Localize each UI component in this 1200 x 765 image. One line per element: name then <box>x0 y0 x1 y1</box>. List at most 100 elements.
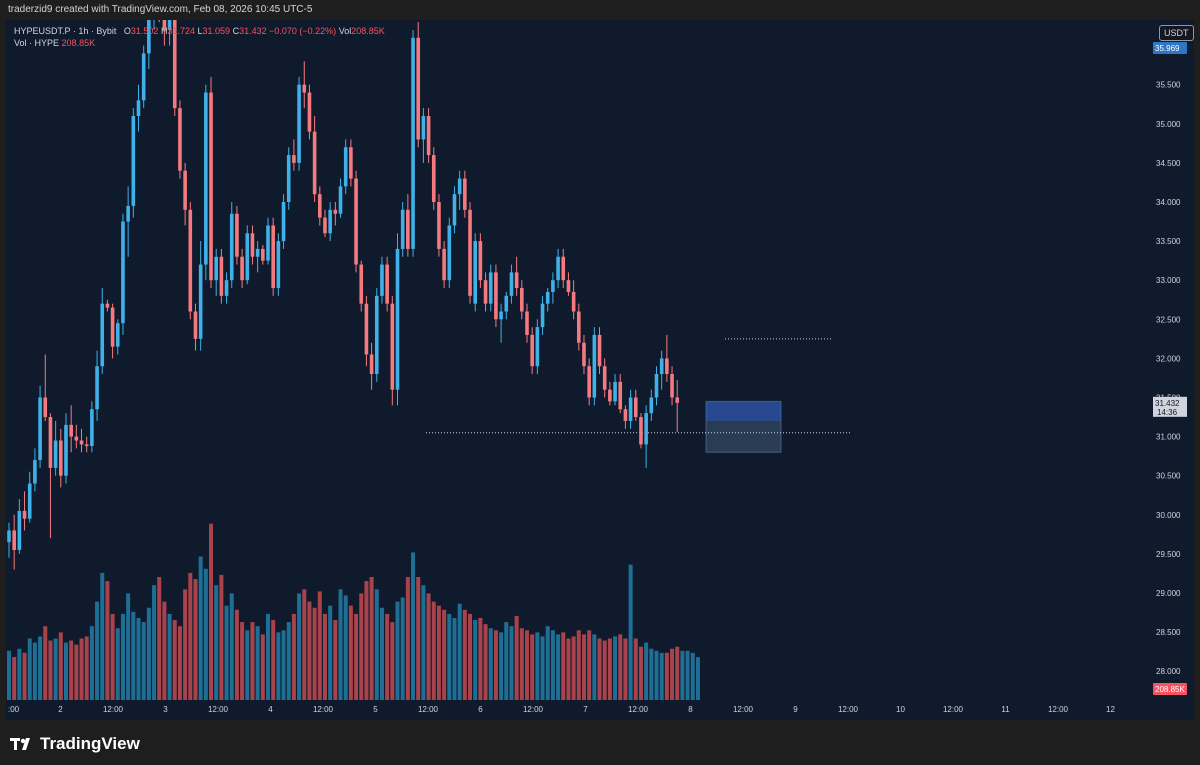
volume-bar <box>452 618 457 700</box>
candle-body <box>250 233 255 257</box>
currency-button[interactable]: USDT <box>1159 25 1194 41</box>
volume-bar <box>136 618 141 700</box>
candle-body <box>59 440 63 476</box>
volume-bar <box>260 634 265 700</box>
time-tick-label: 10 <box>896 705 905 714</box>
candle-body <box>318 194 322 218</box>
candle-body <box>416 37 421 140</box>
candle-body <box>364 303 369 355</box>
candle-body <box>338 186 343 214</box>
candle-body <box>411 37 415 249</box>
volume-bar <box>229 593 234 700</box>
volume-bar <box>473 620 478 700</box>
candle-body <box>649 397 654 414</box>
candle-body <box>442 248 446 281</box>
symbol-label[interactable]: HYPEUSDT.P · 1h · Bybit <box>14 26 117 36</box>
candle-body <box>266 225 270 261</box>
volume-bar <box>105 581 110 700</box>
candle-body <box>556 256 560 281</box>
candle-body <box>193 311 198 339</box>
candle-body <box>229 213 234 281</box>
high-label: H <box>160 26 168 36</box>
volume-bar <box>638 646 643 700</box>
open-label: O <box>123 26 131 36</box>
volume-bar <box>141 622 146 700</box>
volume-bar <box>183 589 188 700</box>
last-price-marker: 31.432 <box>1155 399 1180 408</box>
position-zone-profit <box>706 401 781 421</box>
chart-pane[interactable]: 35.500 35.000 34.500 34.000 33.500 33.000 32.5… <box>6 20 1194 720</box>
time-tick-label: 12:00 <box>103 705 124 714</box>
candle-body <box>623 409 628 421</box>
footer-bar <box>0 720 1200 765</box>
price-tick-label: 30.000 <box>1156 511 1181 520</box>
candle-body <box>478 241 483 281</box>
candle-body <box>561 256 566 281</box>
legend-row-main: HYPEUSDT.P · 1h · Bybit O31.502 H31.724 … <box>14 25 385 37</box>
low-label: L <box>197 26 203 36</box>
candle-body <box>514 272 519 289</box>
volume-bar <box>120 613 125 700</box>
time-tick-label: 12:00 <box>208 705 229 714</box>
volume-marker-bg <box>1153 683 1187 695</box>
volume-bar <box>369 577 374 700</box>
volume-bar <box>338 589 343 700</box>
candle-body <box>292 155 296 163</box>
volume-bar <box>188 572 193 700</box>
volume-indicator-label[interactable]: Vol · HYPE <box>14 38 60 48</box>
candle-body <box>312 131 317 195</box>
candle-body <box>115 323 120 347</box>
brand-logo[interactable]: TradingView <box>10 734 140 754</box>
candle-body <box>281 202 286 242</box>
volume-bar <box>504 622 509 700</box>
volume-bar <box>255 626 260 700</box>
candle-body <box>131 115 136 206</box>
price-tick-label: 30.500 <box>1156 472 1181 481</box>
candle-body <box>198 264 203 339</box>
last-price-marker-bg <box>1153 396 1187 417</box>
candle-body <box>400 209 405 249</box>
publish-credit: traderzid9 created with TradingView.com,… <box>8 4 313 15</box>
tradingview-logo-icon <box>10 738 30 750</box>
time-tick-label: 2 <box>58 705 63 714</box>
volume-bar <box>644 642 649 700</box>
level-lines-group <box>426 338 852 434</box>
candle-body <box>255 248 260 257</box>
volume-bar <box>69 640 74 700</box>
volume-bar <box>12 656 17 700</box>
volume-bar <box>514 615 519 700</box>
brand-name: TradingView <box>40 734 140 753</box>
price-chart-svg[interactable]: 35.500 35.000 34.500 34.000 33.500 33.000 32.5… <box>6 20 1194 720</box>
volume-bar <box>74 644 79 700</box>
volume-bar <box>374 589 379 700</box>
candle-body <box>431 155 436 202</box>
price-tick-label: 31.000 <box>1156 433 1181 442</box>
volume-bars-group <box>7 523 700 700</box>
candle-body <box>333 209 338 214</box>
volume-bar <box>509 626 514 700</box>
candle-body <box>219 256 224 296</box>
candle-body <box>188 209 193 312</box>
position-zone-box <box>705 400 782 453</box>
candle-body <box>22 510 27 519</box>
volume-bar <box>53 638 58 700</box>
candle-body <box>494 272 498 320</box>
volume-bar <box>126 593 131 700</box>
volume-bar <box>89 626 94 700</box>
volume-bar <box>571 636 576 700</box>
candle-body <box>535 327 540 367</box>
price-tick-label: 33.500 <box>1156 237 1181 246</box>
candle-body <box>369 354 374 375</box>
candle-body <box>302 84 307 93</box>
volume-bar <box>32 642 37 700</box>
time-tick-label: 7 <box>583 705 588 714</box>
volume-bar <box>675 646 680 700</box>
volume-bar <box>307 601 312 700</box>
volume-bar <box>172 620 177 700</box>
volume-bar <box>162 601 167 700</box>
candle-body <box>136 100 141 116</box>
candle-body <box>457 178 462 195</box>
volume-bar <box>442 609 447 700</box>
top-bar: traderzid9 created with TradingView.com,… <box>0 0 1200 20</box>
